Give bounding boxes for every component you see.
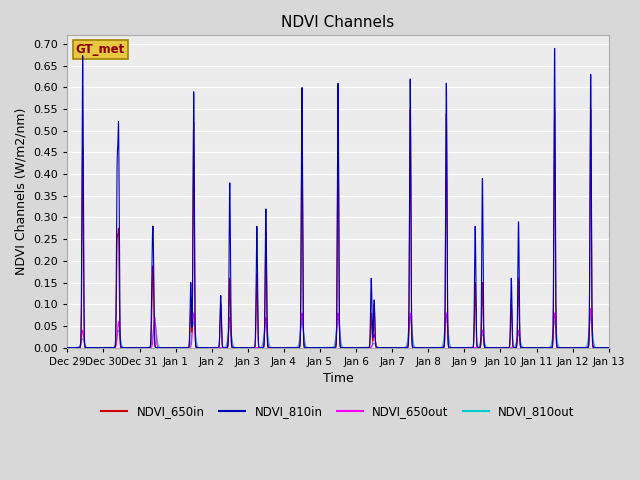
X-axis label: Time: Time [323, 372, 353, 385]
Title: NDVI Channels: NDVI Channels [282, 15, 395, 30]
Y-axis label: NDVI Channels (W/m2/nm): NDVI Channels (W/m2/nm) [15, 108, 28, 275]
Legend: NDVI_650in, NDVI_810in, NDVI_650out, NDVI_810out: NDVI_650in, NDVI_810in, NDVI_650out, NDV… [97, 400, 579, 423]
Text: GT_met: GT_met [76, 43, 125, 56]
